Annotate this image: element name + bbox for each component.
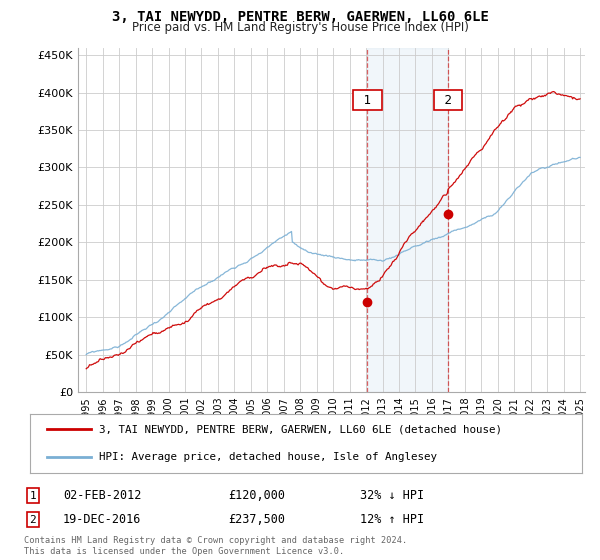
Text: £237,500: £237,500 xyxy=(228,513,285,526)
Text: 1: 1 xyxy=(29,491,37,501)
Text: £120,000: £120,000 xyxy=(228,489,285,502)
Text: Price paid vs. HM Land Registry's House Price Index (HPI): Price paid vs. HM Land Registry's House … xyxy=(131,21,469,34)
Text: 2: 2 xyxy=(29,515,37,525)
Text: 3, TAI NEWYDD, PENTRE BERW, GAERWEN, LL60 6LE (detached house): 3, TAI NEWYDD, PENTRE BERW, GAERWEN, LL6… xyxy=(99,424,502,434)
Bar xyxy=(367,48,448,392)
Text: 19-DEC-2016: 19-DEC-2016 xyxy=(63,513,142,526)
Text: HPI: Average price, detached house, Isle of Anglesey: HPI: Average price, detached house, Isle… xyxy=(99,452,437,462)
Text: 02-FEB-2012: 02-FEB-2012 xyxy=(63,489,142,502)
Text: 12% ↑ HPI: 12% ↑ HPI xyxy=(360,513,424,526)
Text: Contains HM Land Registry data © Crown copyright and database right 2024.
This d: Contains HM Land Registry data © Crown c… xyxy=(24,536,407,556)
Text: 1: 1 xyxy=(356,94,379,106)
Text: 32% ↓ HPI: 32% ↓ HPI xyxy=(360,489,424,502)
Text: 3, TAI NEWYDD, PENTRE BERW, GAERWEN, LL60 6LE: 3, TAI NEWYDD, PENTRE BERW, GAERWEN, LL6… xyxy=(112,10,488,24)
Text: 2: 2 xyxy=(437,94,459,106)
